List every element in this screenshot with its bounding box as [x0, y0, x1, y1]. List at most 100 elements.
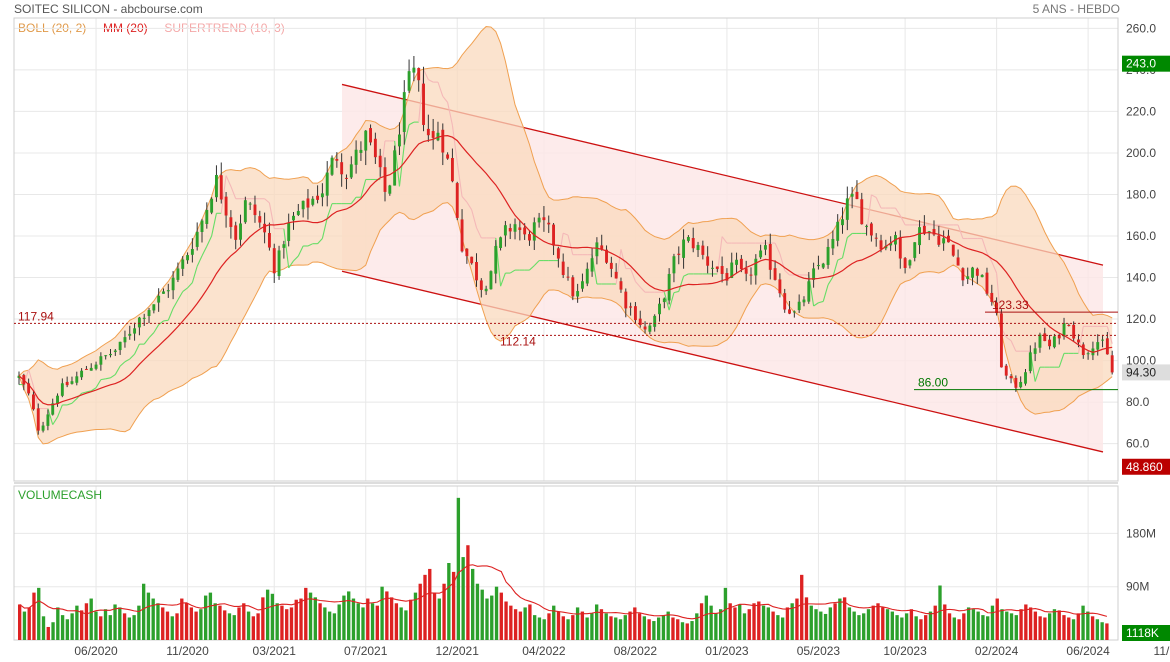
candle-body	[908, 260, 912, 266]
candle-body	[951, 244, 955, 256]
supertrend-segment	[500, 272, 506, 287]
date-axis-label: 01/2023	[705, 644, 749, 658]
supertrend-segment	[124, 358, 131, 363]
price-axis-label: 220.0	[1126, 104, 1156, 118]
candle-body	[84, 368, 88, 370]
candle-body	[263, 223, 267, 233]
candle-body	[479, 280, 483, 290]
candle	[41, 421, 45, 433]
candle	[990, 284, 994, 306]
volume-bar	[1009, 613, 1014, 640]
volume-bar	[676, 619, 680, 640]
candle-body	[171, 277, 175, 291]
candle-body	[508, 228, 512, 232]
date-axis-label: 04/2022	[522, 644, 566, 658]
candle	[1024, 369, 1027, 386]
candle-body	[383, 167, 387, 192]
level-label: 117.94	[18, 309, 54, 323]
volume-bars	[18, 497, 1109, 640]
volume-average-line	[19, 564, 1108, 620]
volume-bar	[542, 619, 546, 640]
candle-body	[566, 276, 570, 278]
supertrend-segment	[683, 273, 689, 277]
candle-body	[1101, 339, 1104, 341]
candle-body	[162, 291, 165, 294]
candle-body	[860, 199, 864, 225]
supertrend-segment	[317, 238, 323, 245]
volume-bar	[180, 598, 184, 640]
volume-bar	[342, 595, 346, 640]
candle-body	[455, 183, 459, 218]
candle-body	[311, 198, 315, 205]
candle	[118, 341, 122, 355]
supertrend-segment	[110, 374, 116, 379]
date-axis-label: 11/2020	[166, 644, 209, 658]
candle	[296, 203, 300, 216]
volume-bar	[890, 611, 894, 640]
chart-title: SOITEC SILICON - abcbourse.com	[14, 2, 203, 16]
supertrend-segment	[47, 408, 54, 425]
level-lines: 117.94 112.14 123.33 86.00	[14, 298, 1118, 391]
candle	[518, 220, 522, 241]
candle-body	[446, 154, 450, 159]
candle	[340, 153, 344, 187]
candle	[581, 273, 584, 292]
volume-bar	[404, 610, 408, 640]
candle-body	[210, 198, 214, 213]
candle	[850, 186, 854, 209]
candle-body	[1019, 381, 1023, 388]
candle	[614, 263, 618, 279]
volume-bar	[118, 607, 122, 640]
candle	[200, 218, 204, 243]
candle-body	[633, 306, 637, 321]
candle	[788, 301, 791, 315]
candle-body	[518, 227, 522, 230]
supertrend-segment	[871, 194, 877, 198]
candle	[821, 262, 825, 270]
candle	[455, 181, 459, 221]
volume-bar	[838, 598, 842, 640]
candle-body	[600, 245, 604, 249]
volume-bar	[423, 574, 427, 640]
candle-body	[1028, 352, 1032, 372]
candle	[123, 330, 127, 348]
candle-body	[590, 258, 594, 272]
candlesticks	[17, 55, 1114, 435]
candle-body	[89, 367, 93, 371]
volume-bar	[771, 611, 775, 640]
volume-bar	[356, 603, 360, 640]
candle	[1004, 363, 1008, 380]
candle-body	[282, 244, 286, 248]
candle	[624, 288, 628, 318]
candle	[985, 267, 989, 296]
supertrend-segment	[283, 228, 290, 269]
channel-lower-line	[341, 270, 1104, 453]
volume-bar	[1095, 619, 1100, 640]
volume-bar	[809, 605, 813, 640]
candle-body	[942, 238, 946, 244]
candle-body	[503, 225, 507, 236]
candle-body	[470, 256, 474, 264]
candle-body	[460, 219, 464, 252]
candle	[561, 253, 565, 279]
level-label: 86.00	[918, 376, 948, 390]
candle-body	[1110, 355, 1114, 373]
candle-body	[426, 128, 430, 136]
volume-bar	[1057, 610, 1061, 640]
volume-bar	[60, 615, 65, 640]
supertrend-segment	[678, 276, 685, 292]
candle	[426, 114, 430, 142]
volume-bar	[518, 611, 523, 640]
candle-body	[316, 195, 320, 200]
volume-bar	[485, 598, 489, 640]
candle	[1052, 333, 1056, 349]
supertrend-segment	[66, 402, 73, 406]
volume-bar	[37, 587, 41, 640]
candle-body	[345, 177, 348, 179]
candle-body	[956, 257, 960, 266]
candle-body	[133, 328, 137, 334]
mm20-line	[18, 135, 1113, 406]
volume-bar	[742, 613, 747, 640]
price-axis-label: 180.0	[1126, 187, 1156, 201]
